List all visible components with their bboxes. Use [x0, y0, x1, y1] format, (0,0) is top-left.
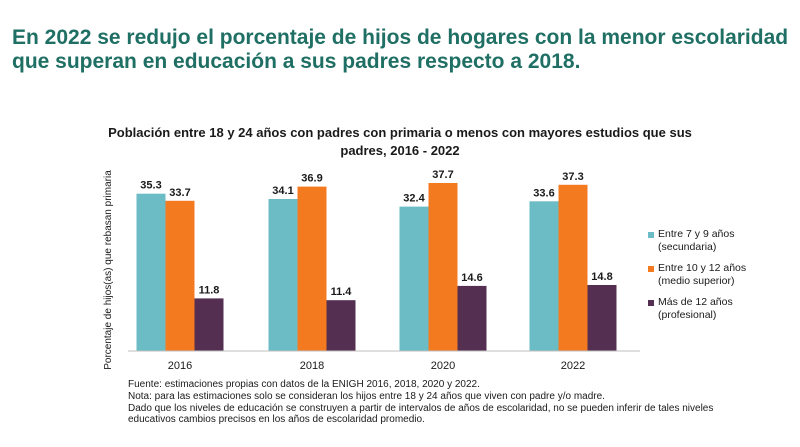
legend-label-medio-superior: Entre 10 y 12 años	[658, 262, 747, 274]
note-line-1: Nota: para las estimaciones solo se cons…	[128, 390, 605, 402]
legend-swatch-profesional	[648, 300, 654, 306]
bar-secundaria-2018	[268, 199, 298, 351]
chart-notes: Fuente: estimaciones propias con datos d…	[128, 379, 788, 426]
legend-swatch-medio-superior	[648, 266, 654, 272]
legend: Entre 7 y 9 años (secundaria) Entre 10 y…	[648, 228, 798, 330]
data-label-medio-superior-2022: 37.3	[562, 171, 583, 183]
legend-label-secundaria: Entre 7 y 9 años	[658, 228, 735, 240]
legend-sublabel-medio-superior: (medio superior)	[658, 275, 735, 287]
bar-medio-superior-2018	[297, 186, 327, 351]
headline-line-2: que superan en educación a sus padres re…	[12, 50, 581, 73]
bar-profesional-2020	[457, 285, 487, 351]
data-label-profesional-2022: 14.8	[591, 271, 612, 283]
legend-item-profesional: Más de 12 años (profesional)	[648, 296, 798, 322]
x-tick-label-2016: 2016	[168, 360, 192, 372]
legend-sublabel-secundaria: (secundaria)	[658, 241, 717, 253]
x-tick-label-2020: 2020	[431, 360, 455, 372]
chart-title: Población entre 18 y 24 años con padres …	[100, 124, 700, 160]
x-tick-label-2018: 2018	[300, 360, 324, 372]
legend-sublabel-profesional: (profesional)	[658, 309, 717, 321]
bar-secundaria-2016	[136, 193, 166, 351]
data-label-profesional-2018: 11.4	[331, 286, 353, 298]
data-label-secundaria-2020: 32.4	[403, 193, 425, 205]
note-line-2: Dado que los niveles de educación se con…	[128, 402, 714, 414]
legend-item-medio-superior: Entre 10 y 12 años (medio superior)	[648, 262, 798, 288]
note-line-3: educativos cambios precisos en los años …	[128, 414, 425, 426]
headline: En 2022 se redujo el porcentaje de hijos…	[12, 26, 792, 74]
data-label-medio-superior-2018: 36.9	[301, 173, 322, 185]
bar-secundaria-2022	[529, 201, 559, 351]
headline-line-1: En 2022 se redujo el porcentaje de hijos…	[12, 26, 789, 49]
bar-medio-superior-2020	[428, 183, 458, 351]
x-tick-label-2022: 2022	[561, 360, 585, 372]
legend-label-profesional: Más de 12 años	[658, 296, 733, 308]
data-label-secundaria-2018: 34.1	[272, 185, 293, 197]
chart-title-line-2: padres, 2016 - 2022	[340, 143, 460, 158]
data-label-profesional-2016: 11.8	[199, 284, 220, 296]
bar-profesional-2016	[194, 298, 224, 351]
legend-swatch-secundaria	[648, 232, 654, 238]
bar-profesional-2022	[587, 285, 617, 351]
data-label-medio-superior-2020: 37.7	[432, 169, 453, 181]
y-axis-label: Porcentaje de hijos(as) que rebasan prim…	[103, 170, 114, 370]
data-label-secundaria-2022: 33.6	[533, 187, 554, 199]
bar-medio-superior-2016	[165, 200, 195, 351]
source-note: Fuente: estimaciones propias con datos d…	[128, 379, 480, 390]
data-label-profesional-2020: 14.6	[461, 272, 482, 284]
bar-profesional-2018	[326, 300, 356, 351]
data-label-secundaria-2016: 35.3	[140, 180, 161, 192]
legend-item-secundaria: Entre 7 y 9 años (secundaria)	[648, 228, 798, 254]
chart-title-line-1: Población entre 18 y 24 años con padres …	[108, 125, 692, 140]
data-label-medio-superior-2016: 33.7	[169, 187, 190, 199]
bar-secundaria-2020	[399, 206, 429, 351]
bar-medio-superior-2022	[558, 184, 588, 351]
